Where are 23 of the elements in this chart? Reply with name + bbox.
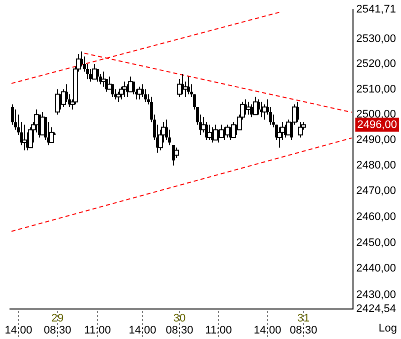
y-tick-label: 2460,00	[356, 210, 396, 223]
y-tick-label: 2510,00	[356, 83, 396, 96]
y-tick-label: 2530,00	[356, 32, 396, 45]
y-tick-label: 2500,00	[356, 108, 396, 121]
y-tick-label: 2541,71	[356, 4, 396, 16]
x-tick-label: 14:00	[128, 324, 156, 337]
y-tick-label: 2440,00	[356, 262, 396, 275]
text: Log	[378, 322, 397, 335]
y-tick-label: 2490,00	[356, 134, 396, 146]
y-tick-label: 2424,54	[356, 303, 396, 316]
annotation: 2496,00	[357, 118, 398, 131]
x-tick-label: 30 08:30	[166, 312, 194, 337]
x-tick-label: 29 08:30	[44, 312, 72, 337]
x-tick-label: 14:00	[4, 324, 32, 337]
y-tick-label: 2430,00	[356, 288, 396, 301]
x-tick-label: 11:00	[205, 324, 232, 337]
x-tick-label: 11:00	[84, 324, 111, 337]
y-tick-label: 2470,00	[356, 185, 396, 198]
x-tick-label: 31 08:30	[290, 312, 318, 337]
y-tick-label: 2450,00	[356, 236, 396, 249]
x-tick-label: 14:00	[254, 324, 282, 337]
y-tick-label: 2480,00	[356, 160, 396, 172]
y-tick-label: 2520,00	[356, 58, 396, 70]
